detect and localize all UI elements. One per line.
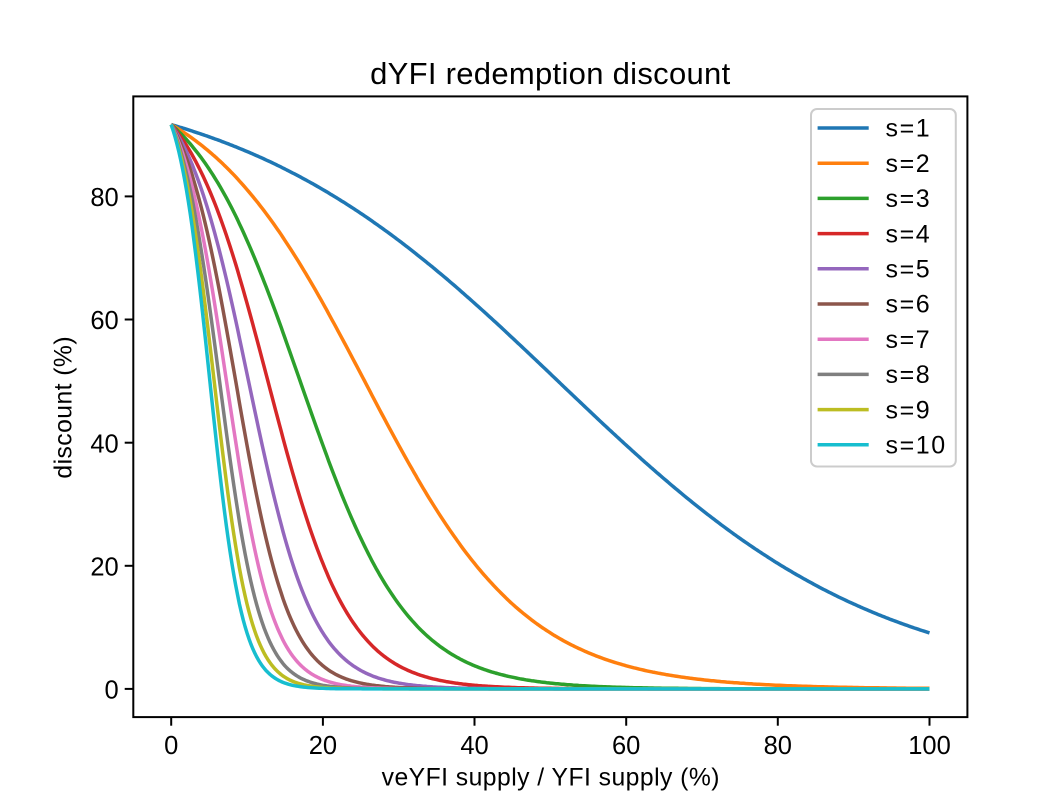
svg-text:veYFI supply / YFI supply (%): veYFI supply / YFI supply (%)	[382, 764, 720, 791]
svg-text:s=8: s=8	[886, 361, 932, 389]
svg-text:60: 60	[612, 732, 640, 760]
svg-text:s=3: s=3	[886, 185, 932, 213]
svg-text:discount (%): discount (%)	[51, 336, 78, 479]
svg-text:0: 0	[105, 677, 119, 705]
svg-text:40: 40	[460, 732, 488, 760]
svg-text:s=2: s=2	[886, 150, 932, 178]
svg-text:80: 80	[90, 184, 118, 212]
svg-text:100: 100	[908, 732, 951, 760]
svg-text:40: 40	[90, 430, 118, 458]
svg-text:s=9: s=9	[886, 396, 932, 424]
svg-text:s=6: s=6	[886, 291, 932, 319]
svg-text:dYFI redemption discount: dYFI redemption discount	[370, 56, 731, 91]
svg-text:0: 0	[164, 732, 178, 760]
svg-text:s=10: s=10	[886, 432, 947, 460]
svg-text:s=5: s=5	[886, 256, 932, 284]
svg-text:20: 20	[309, 732, 337, 760]
svg-text:s=4: s=4	[886, 220, 932, 248]
svg-text:20: 20	[90, 553, 118, 581]
svg-text:s=1: s=1	[886, 115, 932, 143]
svg-text:s=7: s=7	[886, 326, 932, 354]
svg-text:80: 80	[764, 732, 792, 760]
svg-text:60: 60	[90, 307, 118, 335]
